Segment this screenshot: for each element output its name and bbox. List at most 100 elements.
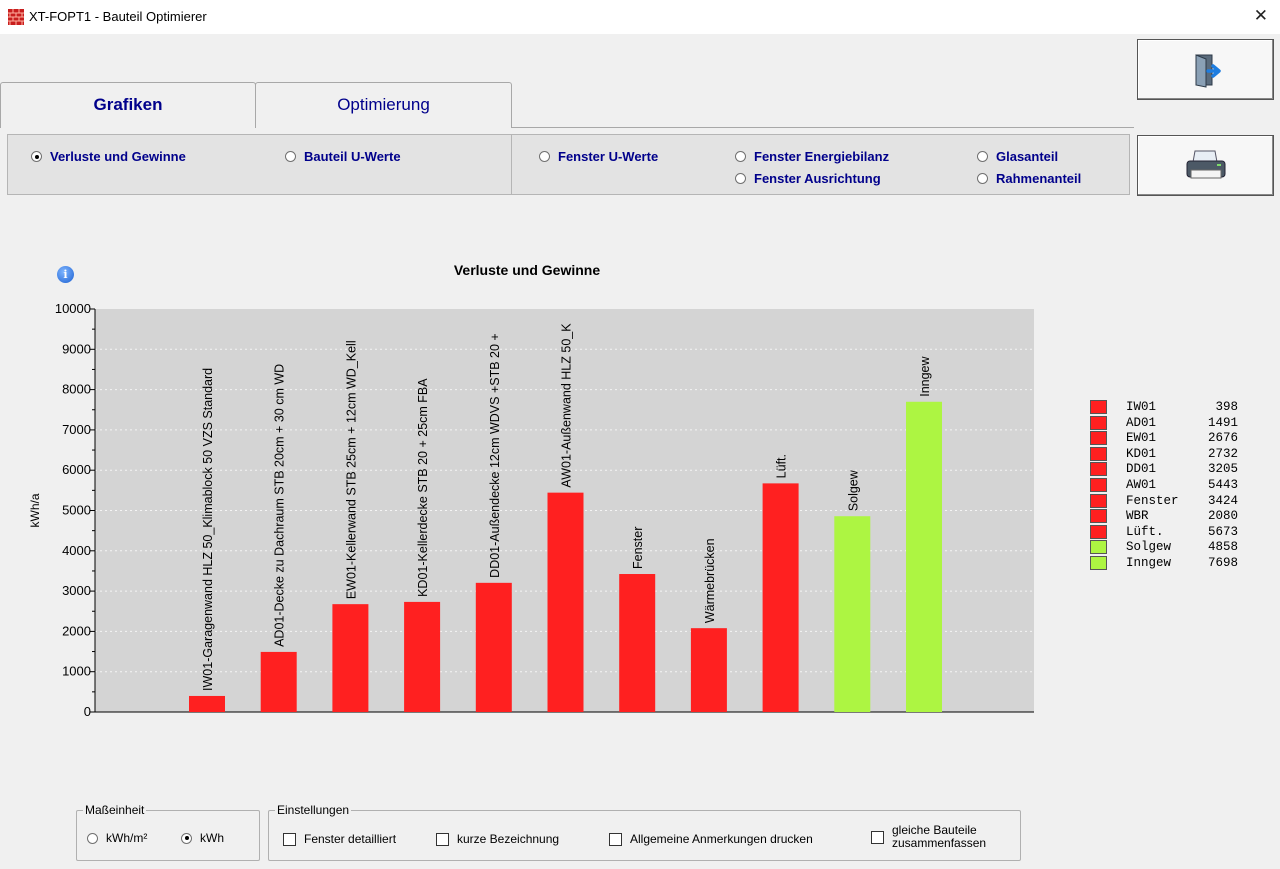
bar [834,516,871,712]
legend-value: 5443 [1207,477,1238,492]
y-tick-label: 0 [84,704,91,719]
y-tick-label: 8000 [62,382,91,397]
y-tick-label: 2000 [62,623,91,638]
radio-fenster-energiebilanz[interactable]: Fenster Energiebilanz [735,149,889,164]
settings-group-title: Einstellungen [277,803,350,817]
legend-swatch [1090,462,1107,477]
radio-label: Glasanteil [996,149,1059,164]
radio-button-indicator[interactable] [735,151,746,162]
checkbox-fenster-detailliert[interactable]: Fenster detailliert [283,832,396,846]
radio-rahmenanteil[interactable]: Rahmenanteil [977,171,1081,186]
y-tick-label: 1000 [62,664,91,679]
legend-swatch [1090,493,1107,508]
exit-door-icon [1195,53,1221,88]
legend-name: AW01 [1126,477,1157,492]
radio-button-indicator[interactable] [285,151,296,162]
bar-label: Wärmebrücken [703,538,717,623]
radio-button-indicator[interactable] [181,832,192,844]
bar [547,492,584,712]
y-tick-label: 6000 [62,462,91,477]
legend-swatch [1090,540,1107,555]
y-axis-label: kWh/a [28,493,42,527]
bar-label: IW01-Garagenwand HLZ 50_Klimablock 50 VZ… [201,368,215,691]
legend-value: 1491 [1207,415,1238,430]
legend-value: 4858 [1207,540,1238,555]
legend-value: 2080 [1207,509,1238,524]
bar-label: DD01-Außendecke 12cm WDVS +STB 20 + [488,333,502,578]
y-tick-label: 10000 [55,301,91,316]
legend-name: WBR [1126,509,1149,524]
radio-label: kWh/m² [106,831,148,845]
legend-swatch [1090,431,1107,446]
bar-label: Fenster [631,527,645,569]
printer-icon [1186,150,1225,178]
legend-name: IW01 [1126,400,1157,414]
legend-swatch [1090,524,1107,539]
legend-swatch [1090,477,1107,492]
bar [404,601,441,712]
checkbox-label: kurze Bezeichnung [457,832,560,846]
legend-swatch [1090,400,1107,414]
radio-button-indicator[interactable] [977,151,988,162]
radio-verluste-gewinne[interactable]: Verluste und Gewinne [31,149,186,164]
radio-kwh[interactable]: kWh [181,831,224,845]
checkbox-box[interactable] [871,831,884,844]
legend-swatch [1090,509,1107,524]
checkbox-label: gleiche Bauteile zusammenfassen [892,824,986,850]
bar-label: AW01-Außenwand HLZ 50_K [560,323,574,488]
chart-title: Verluste und Gewinne [454,262,600,278]
checkbox-box[interactable] [609,832,622,846]
info-icon[interactable]: i [57,266,74,283]
bar-label: Lüft. [775,454,789,478]
legend-swatch [1090,446,1107,461]
radio-button-indicator[interactable] [31,151,42,162]
legend-value: 5673 [1207,524,1238,539]
radio-button-indicator[interactable] [87,832,98,844]
legend-value: 7698 [1207,555,1238,570]
checkbox-box[interactable] [436,832,449,846]
tab-optimierung[interactable]: Optimierung [255,82,512,128]
checkbox-box[interactable] [283,832,296,846]
panel-divider [511,134,512,195]
radio-button-indicator[interactable] [735,173,746,184]
radio-kwh-m2[interactable]: kWh/m² [87,831,147,845]
bar-label: Inngew [918,355,932,396]
legend-swatch [1090,555,1107,570]
legend-swatch [1090,415,1107,430]
tab-grafiken[interactable]: Grafiken [0,82,256,128]
bar [906,401,942,712]
exit-button[interactable] [1137,39,1274,100]
checkbox-anmerkungen-drucken[interactable]: Allgemeine Anmerkungen drucken [609,832,813,846]
legend-name: Lüft. [1126,524,1164,539]
y-tick-label: 3000 [62,583,91,598]
print-button[interactable] [1137,135,1274,196]
y-tick-label: 9000 [62,341,91,356]
radio-label: Verluste und Gewinne [50,149,186,164]
radio-glasanteil[interactable]: Glasanteil [977,149,1058,164]
radio-button-indicator[interactable] [539,151,550,162]
app-brick-icon [8,9,24,25]
checkbox-bauteile-zusammenfassen[interactable]: gleiche Bauteile zusammenfassen [871,824,986,850]
radio-label: Bauteil U-Werte [304,149,401,164]
bar [260,651,297,712]
settings-group: Einstellungen [268,803,1021,861]
bar-label: KD01-Kellerdecke STB 20 + 25cm FBA [416,378,430,597]
legend-name: EW01 [1126,431,1157,446]
bar-label: AD01-Decke zu Dachraum STB 20cm + 30 cm … [273,364,287,647]
bar [690,628,727,712]
checkbox-label-line1: gleiche Bauteile [892,823,977,837]
checkbox-kurze-bezeichnung[interactable]: kurze Bezeichnung [436,832,559,846]
checkbox-label-line2: zusammenfassen [892,836,987,850]
close-button[interactable]: ✕ [1253,6,1268,25]
radio-button-indicator[interactable] [977,173,988,184]
checkbox-label: Fenster detailliert [304,832,397,846]
bar [762,483,799,712]
radio-fenster-u-werte[interactable]: Fenster U-Werte [539,149,658,164]
radio-bauteil-u-werte[interactable]: Bauteil U-Werte [285,149,401,164]
title-bar: XT-FOPT1 - Bauteil Optimierer ✕ [0,0,1280,34]
legend-name: AD01 [1126,415,1157,430]
bar [475,582,512,712]
legend-value: 2732 [1207,446,1238,461]
radio-fenster-ausrichtung[interactable]: Fenster Ausrichtung [735,171,881,186]
tab-baseline [512,127,1134,128]
